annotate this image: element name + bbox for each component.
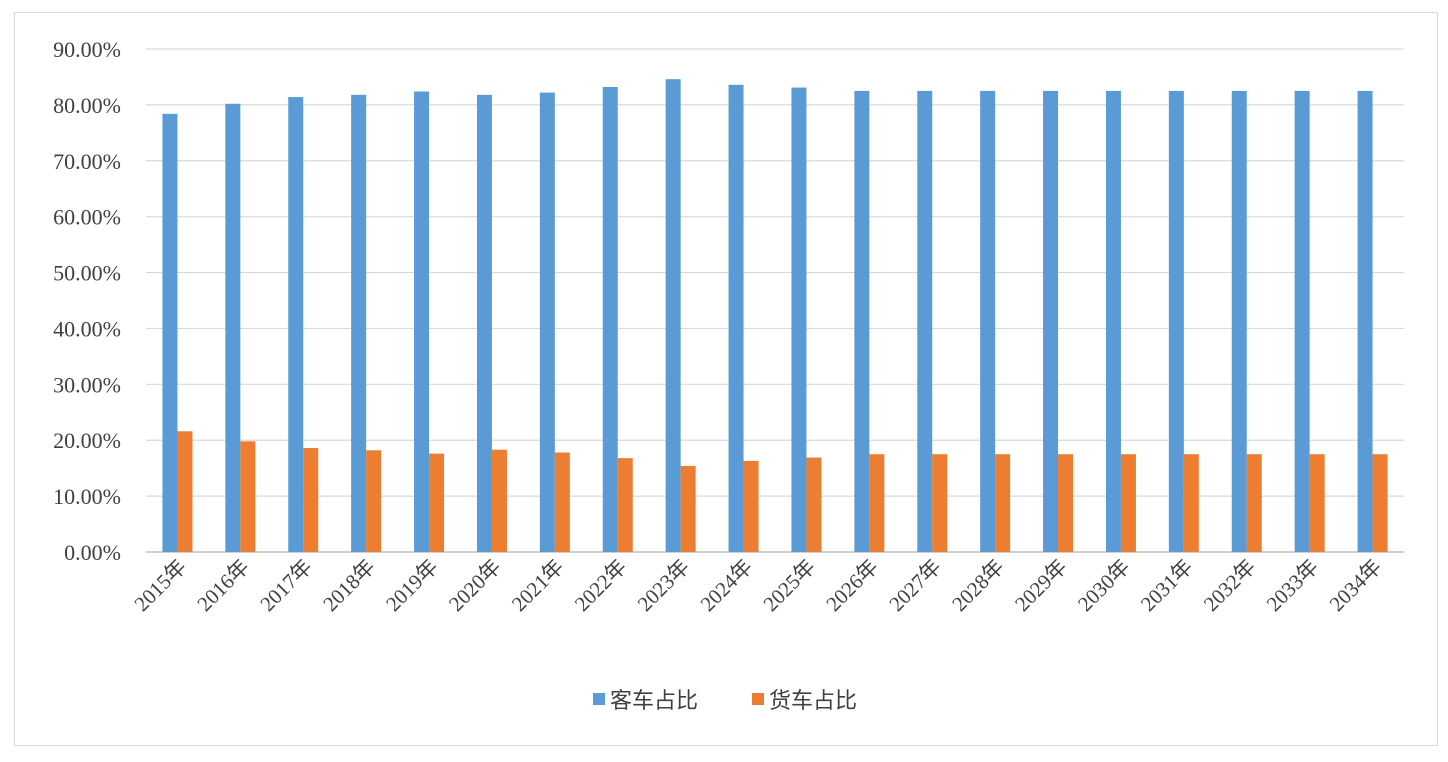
x-tick-label: 2024年 bbox=[696, 555, 758, 617]
y-tick-label: 0.00% bbox=[64, 540, 121, 565]
bar-freight bbox=[1120, 454, 1136, 552]
bar-passenger bbox=[980, 90, 996, 553]
bar-freight bbox=[1058, 454, 1074, 552]
bar-passenger bbox=[539, 92, 555, 553]
x-tick-label: 2018年 bbox=[318, 555, 380, 617]
x-tick-label: 2022年 bbox=[570, 555, 632, 617]
bar-freight bbox=[932, 454, 948, 552]
bars bbox=[162, 79, 1388, 553]
x-tick-label: 2028年 bbox=[947, 555, 1009, 617]
bar-passenger bbox=[288, 97, 304, 552]
bar-freight bbox=[680, 465, 696, 552]
x-axis: 2015年 2016年 2017年 2018年 2019年 2020年 2021年 2022年… bbox=[129, 555, 1386, 617]
chart-frame bbox=[14, 12, 1438, 746]
x-tick-label: 2016年 bbox=[192, 555, 254, 617]
y-tick-label: 10.00% bbox=[53, 484, 121, 509]
bar-freight bbox=[554, 452, 570, 552]
x-tick-label: 2029年 bbox=[1010, 555, 1072, 617]
x-tick-label: 2026年 bbox=[821, 555, 883, 617]
y-tick-label: 70.00% bbox=[53, 149, 121, 174]
bar-freight bbox=[806, 457, 822, 552]
y-tick-label: 60.00% bbox=[53, 205, 121, 230]
bar-freight bbox=[1309, 454, 1325, 552]
gridlines bbox=[146, 48, 1404, 553]
bar-freight bbox=[869, 454, 885, 552]
bar-passenger bbox=[1294, 90, 1310, 553]
y-tick-label: 30.00% bbox=[53, 372, 121, 397]
y-tick-label: 20.00% bbox=[53, 428, 121, 453]
legend-swatch-passenger bbox=[593, 693, 605, 705]
bar-freight bbox=[366, 450, 382, 552]
x-tick-label: 2031年 bbox=[1136, 555, 1198, 617]
x-tick-label: 2032年 bbox=[1199, 555, 1261, 617]
legend-label-passenger: 客车占比 bbox=[610, 689, 698, 714]
legend-swatch-freight bbox=[752, 693, 764, 705]
bar-passenger bbox=[728, 84, 744, 552]
bar-freight bbox=[995, 454, 1011, 552]
bar-passenger bbox=[1168, 90, 1184, 553]
bar-passenger bbox=[162, 113, 178, 552]
x-tick-label: 2021年 bbox=[507, 555, 569, 617]
x-tick-label: 2025年 bbox=[758, 555, 820, 617]
legend-label-freight: 货车占比 bbox=[769, 689, 857, 714]
y-axis: 0.00% 10.00% 20.00% 30.00% 40.00% 50.00% 60.00… bbox=[53, 37, 121, 565]
bar-passenger bbox=[1043, 90, 1059, 553]
bar-passenger bbox=[225, 103, 241, 552]
bar-freight bbox=[1372, 454, 1388, 552]
x-tick-label: 2020年 bbox=[444, 555, 506, 617]
y-tick-label: 90.00% bbox=[53, 37, 121, 62]
bar-passenger bbox=[1231, 90, 1247, 553]
bar-passenger bbox=[1357, 90, 1373, 553]
x-tick-label: 2023年 bbox=[633, 555, 695, 617]
bar-passenger bbox=[854, 90, 870, 553]
bar-passenger bbox=[791, 87, 807, 553]
y-tick-label: 40.00% bbox=[53, 316, 121, 341]
bar-passenger bbox=[917, 90, 933, 553]
bar-freight bbox=[1183, 454, 1199, 552]
x-tick-label: 2030年 bbox=[1073, 555, 1135, 617]
bar-passenger bbox=[665, 79, 681, 553]
bar-freight bbox=[617, 458, 633, 552]
bar-passenger bbox=[1105, 90, 1121, 553]
y-tick-label: 80.00% bbox=[53, 93, 121, 118]
bar-freight bbox=[177, 431, 193, 552]
bar-passenger bbox=[351, 94, 367, 552]
bar-freight bbox=[303, 448, 319, 552]
legend: 客车占比 货车占比 bbox=[593, 689, 857, 714]
bar-freight bbox=[743, 460, 759, 552]
x-tick-label: 2034年 bbox=[1325, 555, 1387, 617]
x-tick-label: 2027年 bbox=[884, 555, 946, 617]
y-tick-label: 50.00% bbox=[53, 261, 121, 286]
bar-freight bbox=[491, 449, 507, 552]
bar-freight bbox=[429, 453, 445, 552]
bar-freight bbox=[240, 441, 256, 552]
bar-freight bbox=[1246, 454, 1262, 552]
x-tick-label: 2017年 bbox=[255, 555, 317, 617]
x-tick-label: 2019年 bbox=[381, 555, 443, 617]
x-tick-label: 2033年 bbox=[1262, 555, 1324, 617]
x-tick-label: 2015年 bbox=[129, 555, 191, 617]
bar-passenger bbox=[476, 94, 492, 552]
bar-passenger bbox=[602, 87, 618, 552]
bar-passenger bbox=[414, 91, 430, 552]
